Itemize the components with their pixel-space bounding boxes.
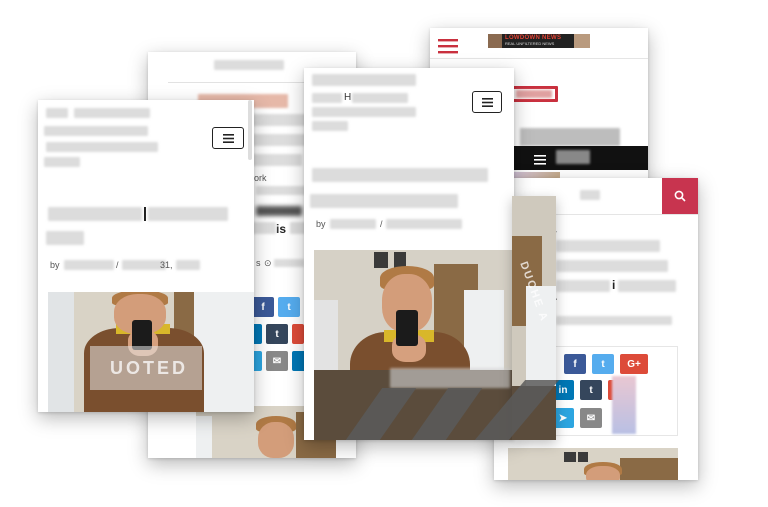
screenshot-card-front: by / 31, UOTED xyxy=(38,100,254,412)
meta-date: 31, xyxy=(160,260,173,270)
article-title-placeholder xyxy=(46,231,84,245)
site-title-placeholder xyxy=(74,108,150,118)
header-divider xyxy=(168,82,338,83)
tag-placeholder xyxy=(256,206,302,216)
meta-separator: / xyxy=(116,260,119,270)
heading-placeholder xyxy=(556,280,610,292)
meta-separator: / xyxy=(380,219,383,229)
site-logo[interactable]: LOWDOWN NEWS REAL UNFILTERED NEWS xyxy=(488,34,590,48)
author-placeholder xyxy=(64,260,114,270)
heading-placeholder xyxy=(520,128,620,146)
logo-title: LOWDOWN NEWS xyxy=(505,35,562,41)
watermark-box xyxy=(90,346,202,390)
article-photo xyxy=(508,448,678,480)
comment-icon: ⊙ xyxy=(264,258,272,268)
reddit-icon[interactable] xyxy=(292,324,304,344)
tagline-placeholder xyxy=(44,126,148,136)
facebook-icon[interactable]: f xyxy=(252,297,274,317)
menu-button[interactable] xyxy=(472,91,502,113)
twitter-icon[interactable]: t xyxy=(278,297,300,317)
site-title-placeholder xyxy=(46,108,68,118)
article-title-placeholder xyxy=(312,168,488,182)
email-icon[interactable]: ✉ xyxy=(580,408,602,428)
header-divider xyxy=(430,58,648,59)
email-icon[interactable]: ✉ xyxy=(266,351,288,371)
date-placeholder xyxy=(176,260,200,270)
site-title-fragment: H xyxy=(344,92,352,103)
date-placeholder xyxy=(386,219,462,229)
search-field-placeholder[interactable] xyxy=(580,190,600,200)
author-placeholder xyxy=(330,219,376,229)
heading-placeholder xyxy=(618,280,676,292)
heading-placeholder xyxy=(556,260,668,272)
menu-button[interactable] xyxy=(212,127,244,149)
telegram-icon[interactable]: ➤ xyxy=(552,408,574,428)
heading-placeholder xyxy=(252,114,312,126)
twitter-icon[interactable]: t xyxy=(592,354,614,374)
category-placeholder xyxy=(256,186,306,195)
facebook-icon[interactable]: f xyxy=(564,354,586,374)
google-plus-icon[interactable]: G+ xyxy=(620,354,648,374)
search-icon xyxy=(674,190,686,202)
site-title-placeholder xyxy=(312,93,342,103)
category-fragment: ork xyxy=(254,173,267,183)
article-title-placeholder xyxy=(310,194,458,208)
telegram-icon[interactable] xyxy=(252,351,262,371)
tagline-placeholder xyxy=(46,142,158,152)
photo-watermark: UOTED xyxy=(110,358,188,378)
hamburger-icon[interactable] xyxy=(438,38,458,59)
title-separator xyxy=(144,207,146,221)
hamburger-icon[interactable] xyxy=(534,152,546,170)
hamburger-icon xyxy=(222,133,234,143)
heading-placeholder xyxy=(556,240,660,252)
article-photo xyxy=(314,250,514,440)
article-title-placeholder xyxy=(48,207,142,221)
title-fragment: is xyxy=(276,222,287,236)
tagline-placeholder xyxy=(44,157,80,167)
heading-placeholder xyxy=(252,134,308,146)
tumblr-icon[interactable]: t xyxy=(580,380,602,400)
share-icon[interactable] xyxy=(612,376,636,434)
title-placeholder xyxy=(252,222,276,234)
meta-fragment: s xyxy=(256,258,261,268)
nav-placeholder xyxy=(556,150,590,164)
scrollbar[interactable] xyxy=(248,100,252,160)
meta-by: by xyxy=(316,219,326,229)
hamburger-icon xyxy=(481,97,493,107)
site-title-placeholder xyxy=(312,74,416,86)
date-placeholder xyxy=(122,260,166,270)
meta-by: by xyxy=(50,260,60,270)
site-logo-placeholder xyxy=(214,60,284,70)
share-icon[interactable] xyxy=(292,351,306,371)
logo-tagline: REAL UNFILTERED NEWS xyxy=(505,41,555,46)
heading-placeholder xyxy=(252,154,302,166)
site-title-placeholder xyxy=(352,93,408,103)
article-title-placeholder xyxy=(148,207,228,221)
red-button-text xyxy=(516,90,552,98)
caption-overlay xyxy=(390,368,510,388)
screenshot-card-middle: H by / xyxy=(304,68,514,440)
tagline-placeholder xyxy=(312,107,416,117)
linkedin-icon[interactable]: in xyxy=(552,380,574,400)
meta-placeholder xyxy=(556,316,672,325)
search-button[interactable] xyxy=(662,178,698,214)
linkedin-icon[interactable] xyxy=(252,324,262,344)
tumblr-icon[interactable]: t xyxy=(266,324,288,344)
heading-fragment: i xyxy=(612,278,616,292)
search-divider xyxy=(494,214,698,215)
meta-placeholder xyxy=(274,259,304,267)
tagline-placeholder xyxy=(312,121,348,131)
